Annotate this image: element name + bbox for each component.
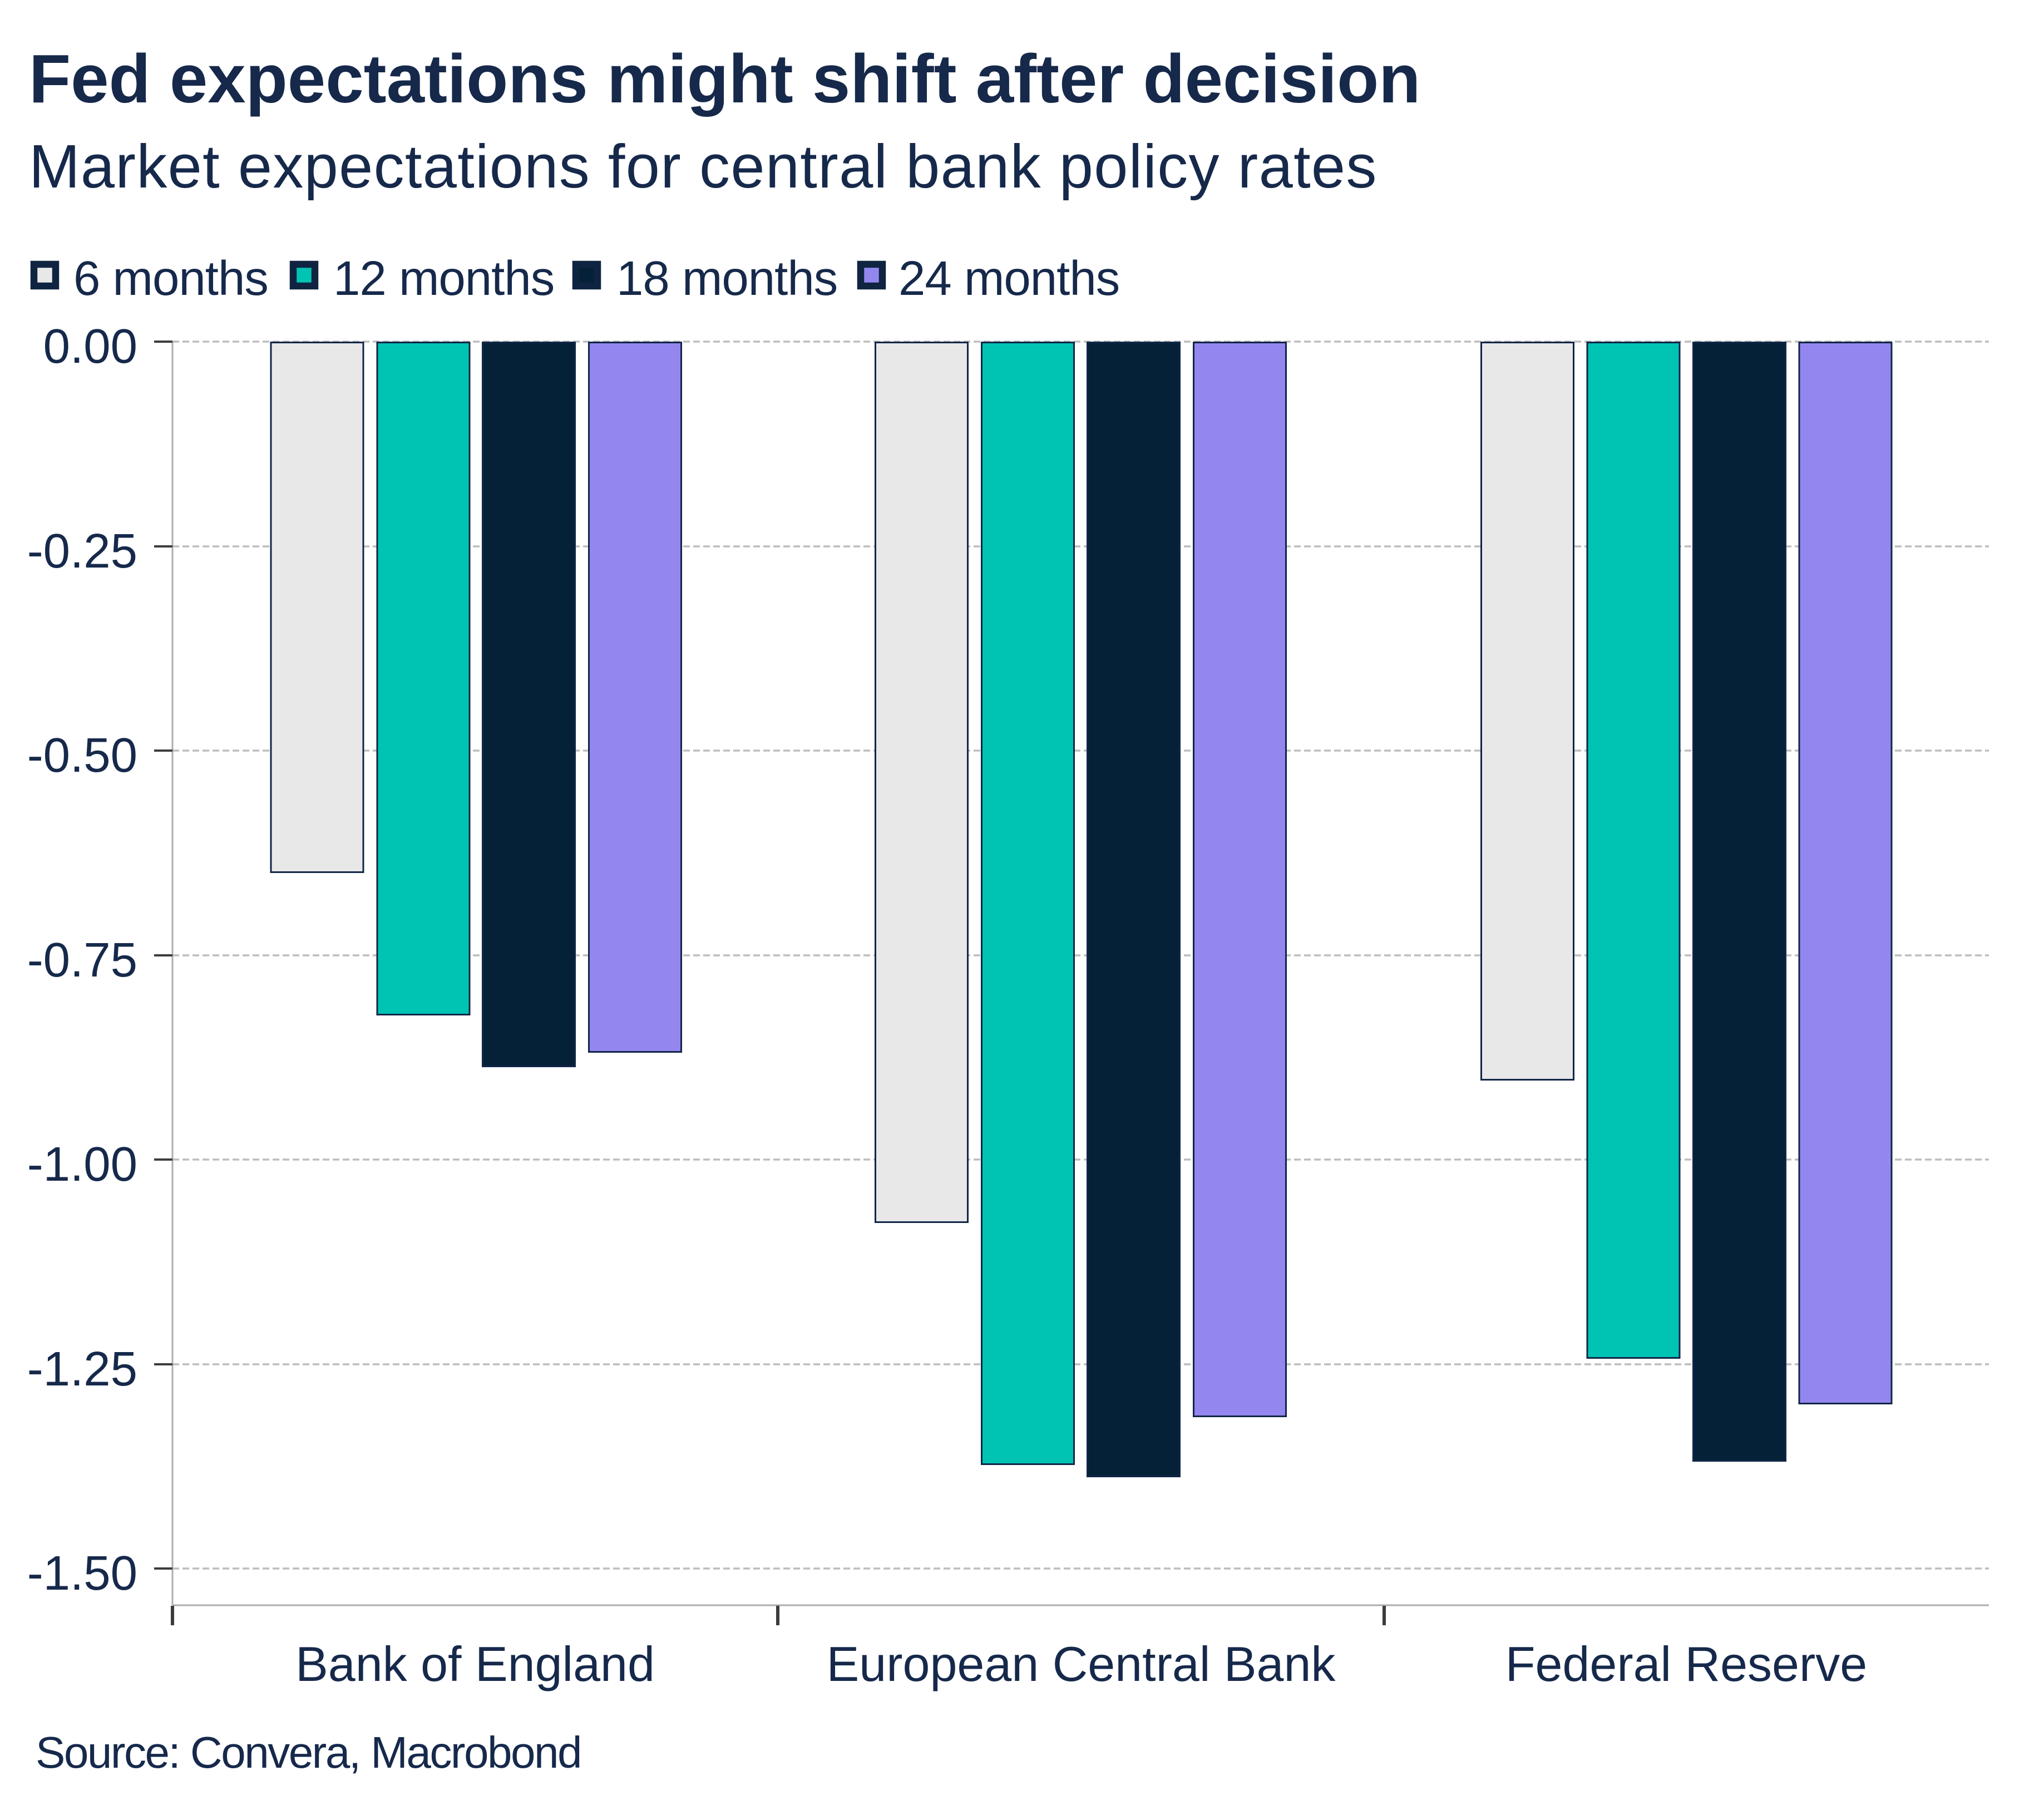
svg-text:-1.25: -1.25 [27, 1342, 137, 1396]
svg-text:-0.75: -0.75 [27, 933, 137, 987]
svg-text:Fed expectations might shift a: Fed expectations might shift after decis… [29, 41, 1420, 117]
svg-text:-0.50: -0.50 [27, 728, 137, 782]
svg-text:0.00: 0.00 [43, 319, 137, 373]
svg-text:-1.00: -1.00 [27, 1137, 137, 1191]
svg-text:Source: Convera, Macrobond: Source: Convera, Macrobond [36, 1728, 581, 1777]
svg-text:European Central Bank: European Central Bank [827, 1636, 1336, 1691]
svg-text:Federal Reserve: Federal Reserve [1505, 1636, 1868, 1691]
svg-text:6 months: 6 months [73, 251, 268, 305]
svg-text:12 months: 12 months [333, 251, 554, 305]
svg-text:24 months: 24 months [898, 251, 1119, 305]
svg-text:-0.25: -0.25 [27, 524, 137, 578]
svg-text:18 months: 18 months [616, 251, 837, 305]
svg-text:Bank of England: Bank of England [295, 1636, 655, 1691]
svg-text:-1.50: -1.50 [27, 1546, 137, 1600]
svg-text:Market expectations for centra: Market expectations for central bank pol… [29, 132, 1378, 201]
